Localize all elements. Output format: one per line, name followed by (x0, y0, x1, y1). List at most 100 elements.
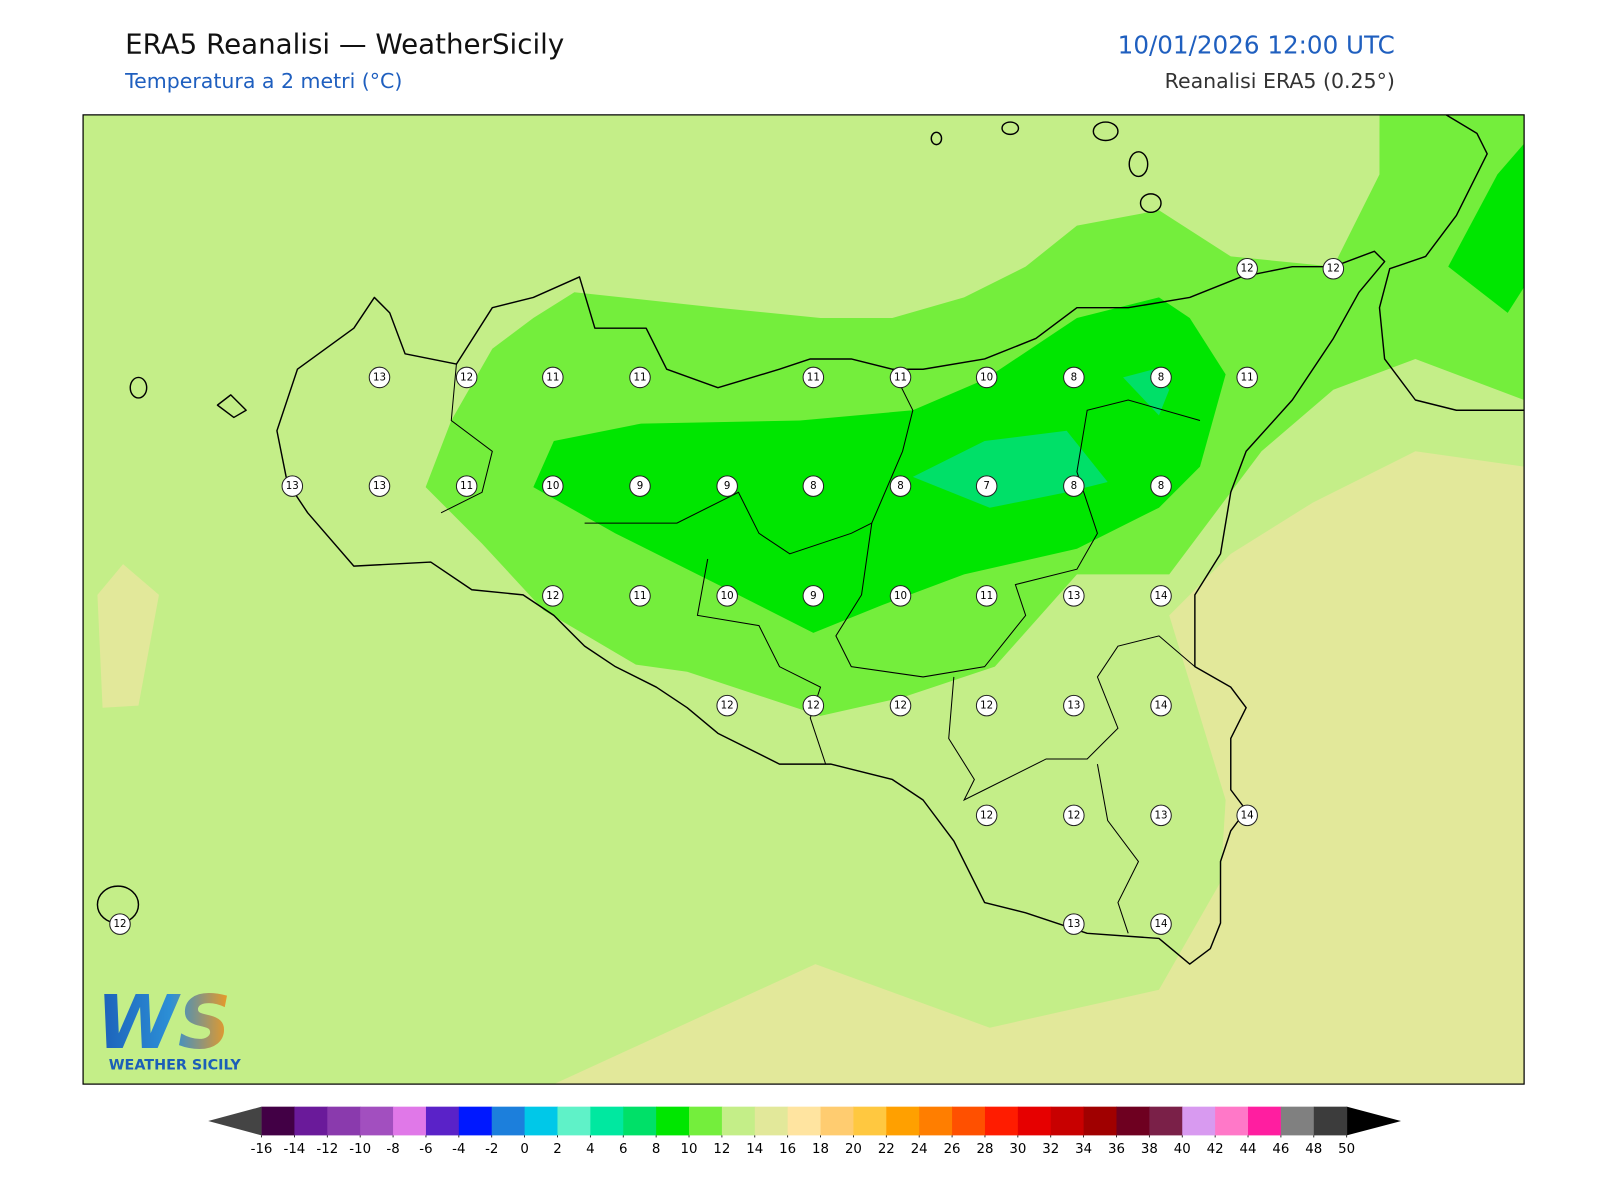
station-marker (975, 366, 998, 389)
colorbar-tick-label: 48 (1305, 1142, 1322, 1157)
colorbar-tick-label: -14 (284, 1142, 306, 1157)
station-marker (1236, 804, 1258, 827)
station-value: 10 (721, 590, 734, 602)
coastline (276, 250, 1386, 965)
colorbar-tick-label: -12 (316, 1142, 338, 1157)
temperature-band (553, 451, 1525, 1085)
colorbar-segment (984, 1106, 1019, 1136)
datetime: 10/01/2026 12:00 UTC (1118, 30, 1395, 59)
station-value: 12 (807, 700, 820, 712)
station-marker (1236, 366, 1258, 389)
station-value: 12 (1241, 263, 1254, 275)
station-value: 12 (113, 918, 126, 930)
station-value: 11 (633, 590, 646, 602)
colorbar-segment (458, 1106, 493, 1136)
station-value: 11 (1241, 371, 1254, 383)
source: Reanalisi ERA5 (0.25°) (1165, 69, 1395, 93)
island (1092, 121, 1119, 142)
title: ERA5 Reanalisi — WeatherSicily (125, 27, 564, 60)
logo-text: WEATHER SICILY (109, 1058, 242, 1074)
station-marker (368, 475, 391, 497)
colorbar-tick-label: 30 (1009, 1142, 1026, 1157)
island (1128, 151, 1149, 178)
colorbar-tick-label: 18 (812, 1142, 829, 1157)
station-marker (629, 585, 651, 607)
station-marker (1150, 694, 1172, 717)
station-value: 8 (897, 480, 904, 492)
colorbar-segment (590, 1106, 624, 1136)
station-marker (1150, 585, 1172, 607)
island (216, 394, 247, 419)
station-value: 10 (894, 590, 907, 602)
station-marker (1150, 804, 1172, 827)
colorbar-segment (1280, 1106, 1315, 1136)
station-value: 13 (286, 480, 299, 492)
station-value: 13 (1067, 590, 1080, 602)
colorbar-segment (261, 1106, 295, 1136)
station-value: 12 (980, 809, 993, 821)
province-border (948, 635, 1196, 802)
coastline (1378, 114, 1525, 411)
station-value: 7 (983, 480, 990, 492)
station-marker (975, 475, 998, 497)
station-value: 12 (546, 590, 559, 602)
colorbar-segment (820, 1106, 854, 1136)
island (1001, 121, 1020, 136)
colorbar-segment (1083, 1106, 1118, 1136)
colorbar-tick-label: -16 (251, 1142, 273, 1157)
temperature-band (533, 297, 1226, 633)
station-marker (542, 366, 564, 389)
colorbar-tick-label: 2 (553, 1142, 561, 1157)
colorbar: -16 -14 -12 -10 -8 -6 -4 -2 0 2 4 6 8 10 12 14 16 18 20 22 2… (208, 1106, 1402, 1157)
station-marker (802, 694, 825, 717)
colorbar-tick-label: 50 (1338, 1142, 1355, 1157)
colorbar-segment (1149, 1106, 1183, 1136)
station-marker (1063, 804, 1085, 827)
colorbar-segment (754, 1106, 789, 1136)
colorbar-tick-label: 22 (878, 1142, 895, 1157)
station-marker (1063, 913, 1085, 935)
colorbar-tick-label: 12 (713, 1142, 730, 1157)
temperature-band (912, 430, 1108, 508)
station-marker (975, 585, 998, 607)
station-value: 8 (1071, 371, 1078, 383)
station-marker (1150, 366, 1172, 389)
station-value: 11 (807, 371, 820, 383)
colorbar-segment (886, 1106, 920, 1136)
colorbar-segment (1116, 1106, 1150, 1136)
station-value: 8 (1158, 371, 1165, 383)
province-border (584, 491, 873, 555)
station-marker (1063, 366, 1085, 389)
colorbar-segment (491, 1106, 526, 1136)
station-marker (1150, 913, 1172, 935)
station-value: 12 (721, 700, 734, 712)
colorbar-segment (656, 1106, 690, 1136)
station-value: 14 (1155, 700, 1168, 712)
colorbar-segment (689, 1106, 723, 1136)
station-value: 12 (980, 700, 993, 712)
station-value: 11 (633, 371, 646, 383)
station-marker (1322, 257, 1345, 280)
colorbar-segment (425, 1106, 460, 1136)
colorbar-segment (327, 1106, 361, 1136)
station-value: 8 (1071, 480, 1078, 492)
colorbar-tick-label: 38 (1141, 1142, 1158, 1157)
station-value: 11 (460, 480, 473, 492)
station-marker (109, 913, 131, 935)
station-marker (802, 585, 825, 607)
colorbar-under (208, 1106, 262, 1136)
station-value: 11 (980, 590, 993, 602)
colorbar-tick-label: 40 (1174, 1142, 1191, 1157)
province-border (440, 364, 493, 514)
station-marker (629, 475, 651, 497)
colorbar-tick-label: -10 (349, 1142, 371, 1157)
subtitle: Temperatura a 2 metri (°C) (124, 69, 402, 93)
station-marker (629, 366, 651, 389)
station-marker (542, 585, 564, 607)
colorbar-segment (721, 1106, 756, 1136)
station-marker (889, 366, 912, 389)
station-marker (975, 694, 998, 717)
station-value: 8 (1158, 480, 1165, 492)
station-value: 10 (980, 371, 993, 383)
